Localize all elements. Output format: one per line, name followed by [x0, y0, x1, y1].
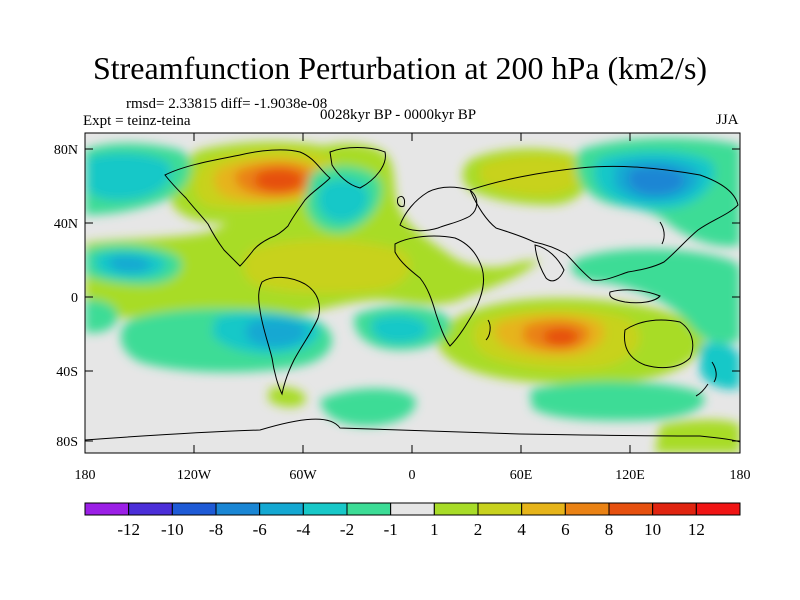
colorbar-label: -8	[209, 520, 223, 539]
lon-tick-label: 120W	[177, 468, 212, 483]
colorbar-box	[608, 502, 654, 516]
contour-region	[85, 143, 540, 322]
tick-marks	[84, 133, 741, 453]
colorbar-box	[346, 502, 392, 516]
lon-tick-label: 0	[409, 468, 416, 483]
continent-antarctica	[85, 418, 740, 443]
continent-north-america	[164, 149, 331, 267]
colorbar-box	[128, 502, 173, 516]
period-label: 0028kyr BP - 0000kyr BP	[320, 107, 477, 123]
colorbar-box	[84, 502, 130, 516]
continent-greenland	[329, 147, 386, 189]
contour-region	[628, 166, 685, 196]
lat-tick-label: 40N	[54, 217, 78, 232]
continent-south-america	[258, 276, 320, 396]
contour-region	[571, 248, 740, 345]
colorbar-box	[652, 502, 697, 516]
contour-region	[109, 255, 151, 273]
continent-africa	[394, 235, 485, 347]
landmass-new-zealand	[695, 361, 717, 397]
landmass-british-isles	[397, 195, 405, 207]
colorbar-box	[433, 502, 479, 516]
colorbar-box	[695, 502, 741, 516]
landmass-japan	[659, 221, 665, 245]
lon-tick-label: 60W	[289, 468, 317, 483]
colorbar-box	[171, 502, 217, 516]
contour-region	[700, 343, 740, 390]
colorbar-box	[521, 502, 566, 516]
contour-region	[268, 386, 306, 408]
landmass-madagascar	[485, 319, 491, 341]
colorbar-box	[390, 502, 435, 516]
continent-australia	[623, 319, 694, 369]
contour-region	[245, 318, 307, 347]
lon-tick-label: 180	[730, 468, 751, 483]
landmass-india	[534, 244, 565, 282]
lat-tick-label: 40S	[56, 365, 78, 380]
colorbar-label: 1	[430, 520, 439, 539]
chart-title: Streamfunction Perturbation at 200 hPa (…	[92, 50, 708, 86]
colorbar-box	[259, 502, 304, 516]
contour-region	[88, 153, 172, 201]
contour-region	[480, 155, 586, 196]
contour-region	[243, 239, 411, 294]
colorbar-label: 10	[644, 520, 661, 539]
contour-region	[530, 381, 705, 421]
season-label: JJA	[716, 112, 739, 128]
colorbar-label: -1	[384, 520, 398, 539]
colorbar: -12 -10 -8 -6 -4 -2 -1 1 2 4 6 8 10 12	[84, 502, 741, 539]
colorbar-label: 2	[474, 520, 483, 539]
colorbar-label: -6	[253, 520, 267, 539]
lon-tick-label: 180	[75, 468, 96, 483]
colorbar-box	[215, 502, 261, 516]
colorbar-label: -4	[296, 520, 311, 539]
colorbar-label: -12	[117, 520, 140, 539]
colorbar-label: 4	[517, 520, 526, 539]
contour-region	[317, 179, 369, 222]
contour-region	[543, 328, 579, 347]
stats-label: rmsd= 2.33815 diff= -1.9038e-08	[126, 96, 328, 112]
colorbar-label: -10	[161, 520, 184, 539]
contour-region	[254, 168, 304, 192]
contour-field	[85, 138, 740, 453]
colorbar-label: 8	[605, 520, 614, 539]
lon-tick-label: 60E	[510, 468, 533, 483]
colorbar-box	[302, 502, 348, 516]
colorbar-box	[564, 502, 610, 516]
colorbar-box	[477, 502, 523, 516]
continent-asia	[469, 165, 739, 281]
lat-tick-label: 0	[71, 291, 78, 306]
contour-region	[371, 315, 429, 344]
contour-region	[85, 299, 119, 333]
lat-tick-label: 80N	[54, 143, 78, 158]
coastlines	[85, 147, 740, 443]
landmass-indonesia	[609, 289, 661, 304]
colorbar-label: 12	[688, 520, 705, 539]
lon-tick-label: 120E	[615, 468, 645, 483]
contour-region	[320, 388, 416, 427]
lat-tick-label: 80S	[56, 435, 78, 450]
experiment-label: Expt = teinz-teina	[83, 113, 191, 129]
colorbar-label: 6	[561, 520, 570, 539]
colorbar-label: -2	[340, 520, 354, 539]
